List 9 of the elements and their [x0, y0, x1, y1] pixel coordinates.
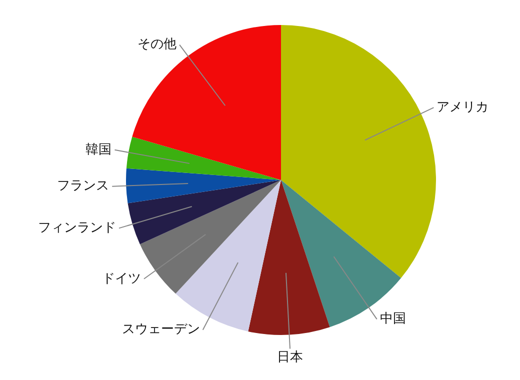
- slice-label: フィンランド: [38, 220, 116, 236]
- slice-label: 日本: [277, 350, 304, 366]
- slice-label: その他: [138, 37, 177, 52]
- slice-label: フランス: [57, 178, 110, 194]
- slice-label: 韓国: [86, 142, 112, 158]
- slice-label: スウェーデン: [122, 322, 200, 338]
- slice-label: アメリカ: [436, 100, 489, 115]
- slice-label: ドイツ: [102, 271, 141, 286]
- slice-label: 中国: [380, 312, 406, 327]
